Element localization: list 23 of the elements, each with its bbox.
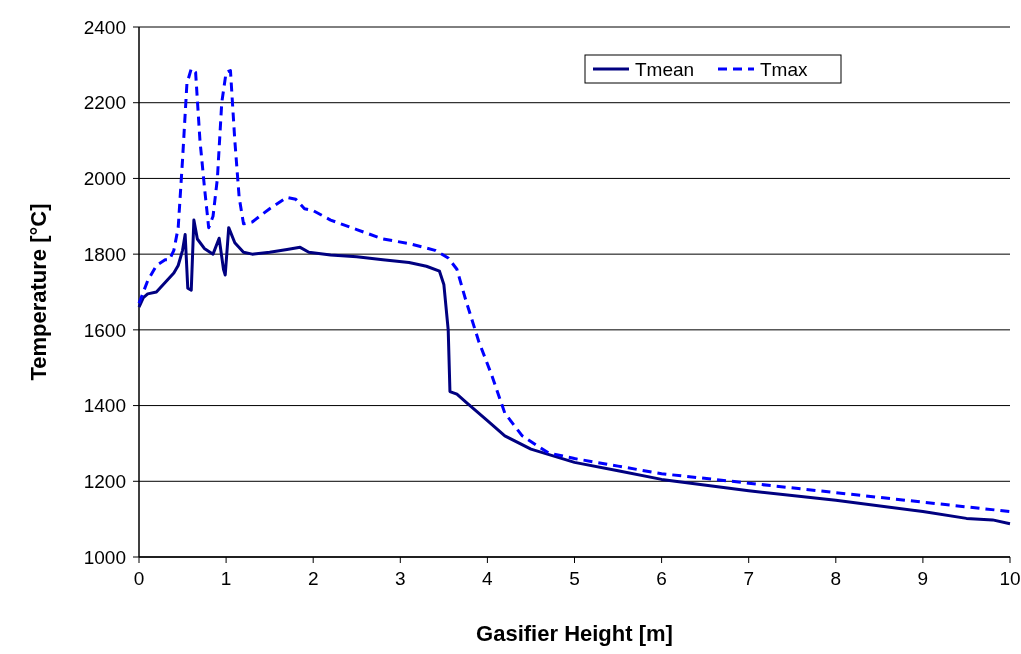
x-tick-label: 4 xyxy=(482,568,494,589)
x-tick-label: 10 xyxy=(999,568,1021,589)
y-axis-title: Temperature [°C] xyxy=(26,203,51,381)
y-tick-label: 2000 xyxy=(83,168,126,190)
x-tick-label: 3 xyxy=(395,568,406,589)
x-tick-label: 6 xyxy=(656,568,667,589)
legend-label: Tmean xyxy=(635,58,695,80)
x-tick-label: 9 xyxy=(917,568,929,589)
y-tick-label: 1000 xyxy=(83,546,126,568)
x-tick-label: 5 xyxy=(569,568,580,589)
legend-label: Tmax xyxy=(760,58,808,80)
x-axis-title: Gasifier Height [m] xyxy=(476,621,673,646)
y-tick-label: 1400 xyxy=(83,395,126,417)
x-tick-label: 7 xyxy=(743,568,754,589)
x-tick-label: 2 xyxy=(307,568,319,589)
y-tick-label: 1200 xyxy=(83,470,126,492)
y-tick-label: 2400 xyxy=(83,16,126,38)
y-tick-label: 2200 xyxy=(83,92,126,114)
y-tick-label: 1600 xyxy=(83,319,126,341)
x-tick-label: 0 xyxy=(133,568,145,589)
x-tick-label: 1 xyxy=(220,568,232,589)
x-tick-label: 8 xyxy=(830,568,842,589)
y-tick-label: 1800 xyxy=(83,243,126,265)
